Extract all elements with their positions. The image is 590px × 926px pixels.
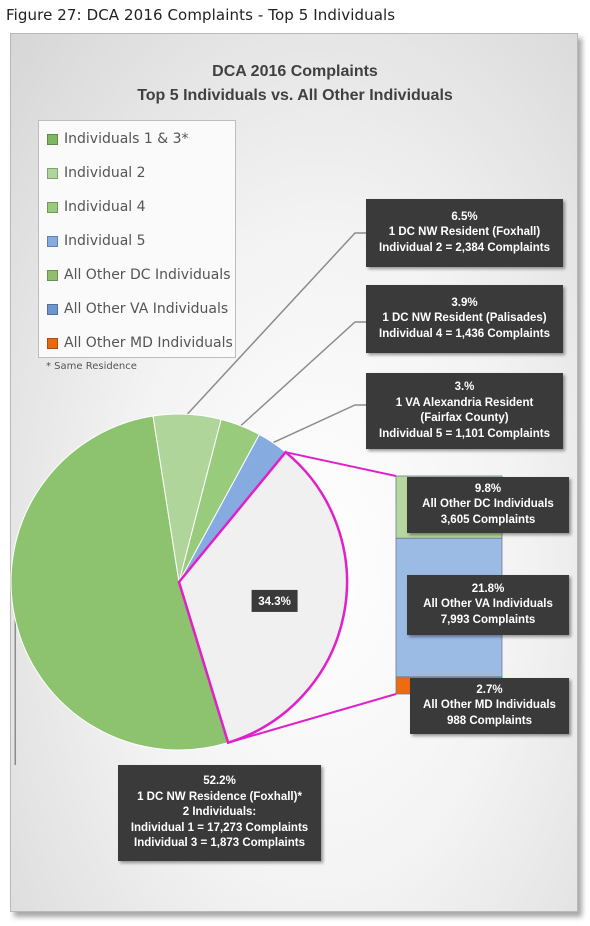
callout-individuals-1-3: 52.2% 1 DC NW Residence (Foxhall)* 2 Ind… [118,765,321,861]
callout-line: Individual 5 = 1,101 Complaints [379,427,550,440]
connector-line [285,451,397,477]
leader-line [240,321,366,427]
callout-line: All Other MD Individuals [423,699,556,712]
legend-item: Individual 5 [47,233,146,249]
callout-line: 988 Complaints [447,714,532,727]
callout-line: 6.5% [451,210,478,223]
callout-line: 2 Individuals: [182,806,257,819]
callout-line: Individual 1 = 17,273 Complaints [130,821,309,834]
legend-swatch-icon [47,167,58,179]
callout-line: 1 VA Alexandria Resident [395,396,534,409]
pie-slice-highlight [177,450,349,745]
pie-slice [10,415,229,751]
legend-label: Individuals 1 & 3* [64,131,189,147]
legend-swatch-icon [47,201,58,213]
callout-other-va: 21.8% All Other VA Individuals 7,993 Com… [407,575,569,635]
callout-line: Individual 3 = 1,873 Complaints [134,837,305,850]
callout-line: 1 DC NW Resident (Palisades) [382,312,547,325]
legend-swatch-icon [47,337,58,349]
legend-swatch-icon [47,269,58,281]
legend-item: Individuals 1 & 3* [47,131,189,147]
figure-caption: Figure 27: DCA 2016 Complaints - Top 5 I… [6,6,396,24]
callout-line: All Other DC Individuals [422,498,554,511]
pie-label-box [251,589,298,612]
callout-line: 7,993 Complaints [440,613,536,626]
legend-item: All Other VA Individuals [47,301,228,317]
legend-swatch-icon [47,303,58,315]
callout-line: 9.8% [474,482,502,495]
legend-item: All Other DC Individuals [47,267,231,283]
legend-swatch-icon [47,133,58,145]
legend-item: Individual 2 [47,165,146,181]
callout-line: Individual 4 = 1,436 Complaints [379,327,550,340]
legend-label: All Other VA Individuals [64,301,229,317]
legend-item: Individual 4 [47,199,146,215]
callout-line: 3.9% [451,296,478,309]
pie-data-label: 34.3% [258,596,291,608]
callout-line: All Other VA Individuals [423,598,553,611]
legend-label: All Other DC Individuals [64,267,231,283]
legend-label: Individual 5 [64,233,146,249]
chart-subtitle: Top 5 Individuals vs. All Other Individu… [137,87,453,104]
legend-item: All Other MD Individuals [47,335,233,351]
callout-line: 3,605 Complaints [440,513,536,526]
legend-label: All Other MD Individuals [64,335,233,351]
callout-line: Individual 2 = 2,384 Complaints [379,241,550,254]
callout-line: 1 DC NW Residence (Foxhall)* [137,790,302,803]
leader-line [186,232,366,415]
callout-individual-2: 6.5% 1 DC NW Resident (Foxhall) Individu… [366,199,563,267]
callout-individual-4: 3.9% 1 DC NW Resident (Palisades) Indivi… [366,285,563,353]
legend-label: Individual 2 [64,165,146,181]
chart-title: DCA 2016 Complaints [212,63,378,80]
callout-line: 3.% [454,381,475,393]
callout-line: (Fairfax County) [420,412,509,424]
callout-other-dc: 9.8% All Other DC Individuals 3,605 Comp… [407,477,569,533]
leader-line [272,404,366,444]
callout-other-md: 2.7% All Other MD Individuals 988 Compla… [410,678,569,734]
connector-line [227,693,397,744]
callout-individual-5: 3.% 1 VA Alexandria Resident (Fairfax Co… [366,373,563,449]
legend-label: Individual 4 [64,199,146,215]
legend-footnote: * Same Residence [46,361,137,372]
callout-line: 2.7% [476,683,503,696]
callout-line: 1 DC NW Resident (Foxhall) [388,226,541,239]
callout-line: 52.2% [203,775,236,788]
chart-legend: Individuals 1 & 3* Individual 2 Individu… [38,120,236,358]
callout-line: 21.8% [471,582,505,595]
legend-swatch-icon [47,235,58,247]
